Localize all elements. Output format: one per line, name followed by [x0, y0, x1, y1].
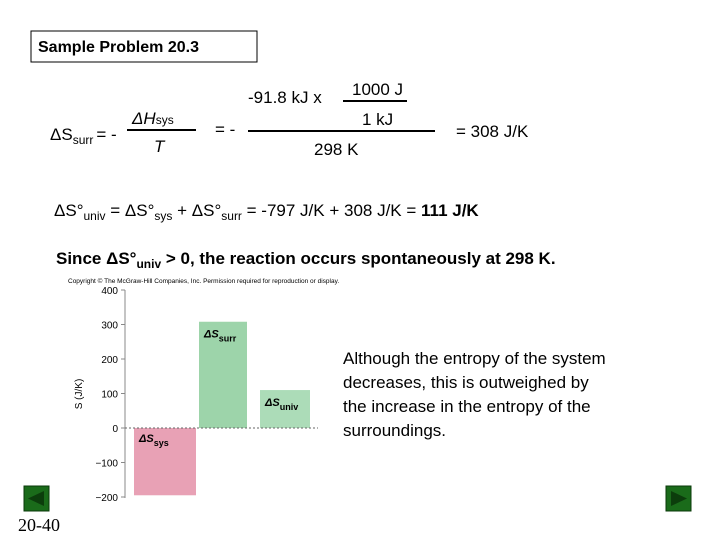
y-tick-label: 100 — [101, 390, 118, 401]
numerator: -91.8 kJ x — [248, 88, 322, 107]
bar-label: ΔSsurr — [203, 329, 237, 344]
conclusion: Since ΔS°univ > 0, the reaction occurs s… — [56, 249, 556, 271]
paragraph-line: Although the entropy of the system — [343, 349, 606, 368]
bar-label-main: ΔS — [264, 397, 280, 409]
prev-button[interactable] — [23, 485, 50, 512]
title: Sample Problem 20.3 — [38, 39, 199, 56]
bar-label-sub: sys — [154, 438, 169, 448]
y-tick-label: 400 — [101, 286, 118, 297]
y-tick-label: −200 — [95, 493, 118, 504]
bar-label-main: ΔS — [138, 433, 154, 445]
equation-1: ΔSsurr = - ΔHsys T = - -91.8 kJ x 1000 J … — [50, 80, 529, 159]
bar-label-sub: univ — [280, 402, 299, 412]
y-tick-label: −100 — [95, 459, 118, 470]
equals: = - — [215, 120, 235, 139]
frac-den: T — [154, 137, 166, 156]
prev-arrow[interactable] — [28, 491, 44, 506]
next-button[interactable] — [665, 485, 692, 512]
bar — [134, 428, 196, 496]
conv-den: 1 kJ — [362, 110, 393, 129]
next-arrow[interactable] — [671, 491, 687, 506]
title-box — [30, 30, 258, 63]
bar-label: ΔSsys — [138, 433, 169, 448]
conv-num: 1000 J — [352, 80, 403, 99]
y-tick-label: 200 — [101, 355, 118, 366]
paragraph: Although the entropy of the system decrea… — [343, 349, 606, 440]
bar-label-main: ΔS — [203, 329, 219, 341]
y-tick-label: 0 — [112, 424, 118, 435]
result: = 308 J/K — [456, 122, 529, 141]
y-tick-label: 300 — [101, 321, 118, 332]
slide-number: 20-40 — [18, 515, 60, 535]
copyright: Copyright © The McGraw-Hill Companies, I… — [68, 277, 339, 285]
frac-num: ΔHsys — [131, 109, 174, 128]
bar — [199, 321, 247, 428]
y-axis-label: S (J/K) — [74, 379, 85, 410]
equation-2: ΔS°univ = ΔS°sys + ΔS°surr = -797 J/K + … — [54, 201, 479, 223]
paragraph-line: the increase in the entropy of the — [343, 397, 591, 416]
bar-label-sub: surr — [219, 334, 237, 344]
paragraph-line: surroundings. — [343, 421, 446, 440]
bar — [260, 390, 310, 428]
bar-label: ΔSuniv — [264, 397, 298, 412]
lhs: ΔSsurr = - — [50, 125, 117, 147]
paragraph-line: decreases, this is outweighed by — [343, 373, 589, 392]
denominator: 298 K — [314, 140, 359, 159]
